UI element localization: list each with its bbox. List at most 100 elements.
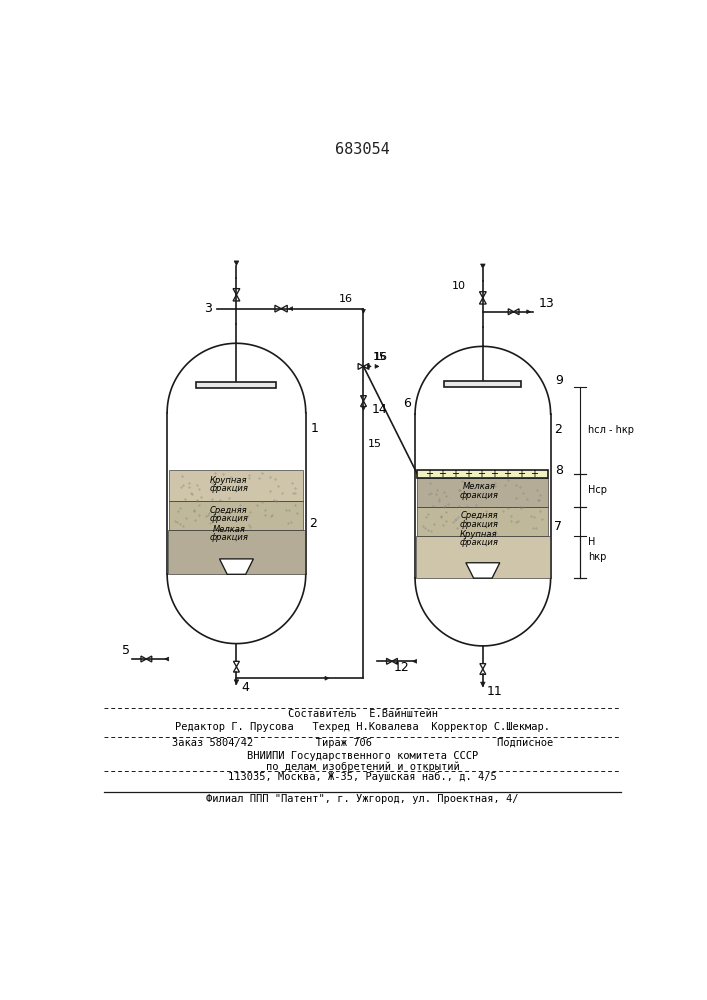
Point xyxy=(245,519,256,535)
Text: 5: 5 xyxy=(122,644,131,657)
Polygon shape xyxy=(219,559,253,574)
Point xyxy=(180,510,192,526)
Point xyxy=(440,504,452,520)
Point xyxy=(428,516,440,532)
Point xyxy=(230,470,242,486)
Point xyxy=(269,471,281,487)
Point xyxy=(482,524,493,540)
Point xyxy=(442,496,453,512)
Polygon shape xyxy=(233,667,240,672)
Text: 3: 3 xyxy=(204,302,212,315)
Point xyxy=(243,517,255,533)
Point xyxy=(440,513,452,529)
Point xyxy=(271,493,283,509)
Point xyxy=(417,518,428,534)
Point xyxy=(259,507,271,523)
Point xyxy=(265,508,276,524)
Polygon shape xyxy=(375,364,379,368)
Polygon shape xyxy=(146,656,152,662)
Point xyxy=(180,491,191,507)
Point xyxy=(472,477,483,493)
Point xyxy=(213,504,224,520)
Text: 16: 16 xyxy=(374,352,388,362)
Text: фракция: фракция xyxy=(460,491,498,500)
Polygon shape xyxy=(480,664,486,669)
Point xyxy=(480,503,491,519)
Point xyxy=(450,512,461,528)
Polygon shape xyxy=(480,669,486,674)
Point xyxy=(534,487,546,503)
Text: Составитель  Е.Вайнштейн: Составитель Е.Вайнштейн xyxy=(288,709,438,719)
Polygon shape xyxy=(527,310,530,314)
Point xyxy=(270,493,281,509)
Point xyxy=(174,500,185,516)
Point xyxy=(427,498,438,514)
Text: +: + xyxy=(503,469,511,479)
Point xyxy=(419,520,430,536)
Point xyxy=(537,511,548,527)
Point xyxy=(477,477,488,493)
Text: Нср: Нср xyxy=(588,485,607,495)
Point xyxy=(424,475,436,491)
Point xyxy=(236,519,247,535)
Point xyxy=(453,482,464,498)
Point xyxy=(489,514,500,530)
Text: 10: 10 xyxy=(452,281,466,291)
Point xyxy=(438,484,450,500)
Point xyxy=(184,475,195,491)
Point xyxy=(491,525,502,541)
Point xyxy=(431,482,443,498)
Text: 16: 16 xyxy=(339,294,353,304)
Point xyxy=(169,513,180,529)
Text: +: + xyxy=(530,469,537,479)
Point xyxy=(257,494,268,510)
Point xyxy=(214,492,226,508)
Point xyxy=(213,507,224,523)
Point xyxy=(440,488,452,504)
Point xyxy=(531,520,542,536)
Point xyxy=(448,514,459,530)
Text: +: + xyxy=(451,469,459,479)
Text: по делам изобретений и открытий: по делам изобретений и открытий xyxy=(266,761,460,772)
Point xyxy=(470,497,481,513)
Text: Крупная: Крупная xyxy=(210,476,247,485)
Point xyxy=(460,510,471,526)
Polygon shape xyxy=(361,401,366,406)
Point xyxy=(433,491,445,507)
Text: 683054: 683054 xyxy=(335,142,390,157)
Point xyxy=(207,474,218,490)
Point xyxy=(289,497,300,513)
Point xyxy=(205,515,216,531)
Point xyxy=(515,479,526,495)
Polygon shape xyxy=(358,363,363,369)
Point xyxy=(534,503,546,519)
Text: 2: 2 xyxy=(554,423,562,436)
Polygon shape xyxy=(234,261,239,266)
Bar xyxy=(170,501,303,530)
Point xyxy=(284,502,295,518)
Point xyxy=(209,465,221,481)
Text: +: + xyxy=(477,469,485,479)
Point xyxy=(289,485,300,501)
Polygon shape xyxy=(479,298,486,304)
Point xyxy=(280,502,291,518)
Point xyxy=(193,507,204,523)
Point xyxy=(183,479,194,495)
Point xyxy=(254,470,265,486)
Point xyxy=(422,506,433,522)
Point xyxy=(202,507,214,523)
Point xyxy=(433,493,445,509)
Point xyxy=(192,493,203,509)
Point xyxy=(522,491,533,507)
Point xyxy=(503,472,514,488)
Point xyxy=(226,469,237,485)
Text: 6: 6 xyxy=(404,397,411,410)
Point xyxy=(455,482,466,498)
Text: Мелкая: Мелкая xyxy=(462,482,496,491)
Text: фракция: фракция xyxy=(460,520,498,529)
Point xyxy=(438,499,450,515)
Point xyxy=(436,508,447,524)
Point xyxy=(192,492,203,508)
Point xyxy=(195,489,206,505)
Point xyxy=(452,520,463,536)
